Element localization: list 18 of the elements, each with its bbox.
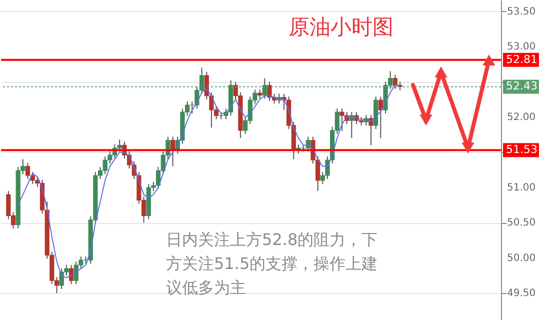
candlestick [368, 114, 374, 146]
y-tick-label: 53.00 [507, 42, 536, 53]
candlestick [378, 96, 383, 139]
ref-line-label: 51.53 [506, 143, 538, 156]
candlestick [68, 264, 74, 285]
y-tick-label: 52.00 [507, 112, 536, 124]
y-tick-label: 51.00 [507, 182, 536, 194]
annotation: 日内关注上方52.8的阻力，下方关注51.5的支撑，操作上建议低多为主 [166, 230, 378, 297]
text: 原油小时图 [288, 15, 394, 39]
candlestick [392, 74, 398, 90]
y-tick-label: 50.50 [507, 218, 536, 229]
y-tick-label: 49.50 [507, 288, 536, 300]
ref-line-label: 52.43 [506, 80, 538, 93]
candlestick [258, 89, 262, 100]
candlestick [262, 78, 267, 100]
y-tick-label: 50.00 [507, 252, 536, 264]
y-tick-label: 53.50 [507, 6, 536, 18]
ref-line-label: 52.81 [506, 52, 538, 66]
